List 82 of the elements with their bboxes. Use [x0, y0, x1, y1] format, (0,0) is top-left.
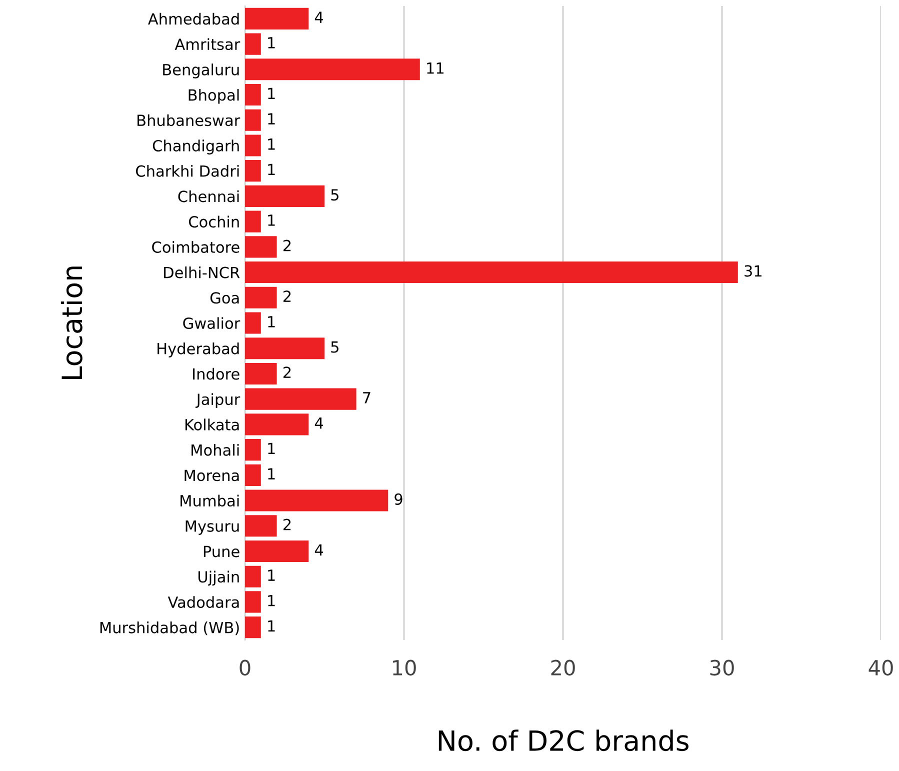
bar: [245, 185, 324, 207]
bar: [245, 312, 261, 334]
y-tick-label: Morena: [184, 470, 239, 482]
y-tick-label: Pune: [204, 546, 240, 558]
y-tick-label: Coimbatore: [152, 241, 240, 253]
bar: [245, 591, 261, 613]
data-label: 2: [283, 290, 291, 302]
bar: [245, 134, 261, 156]
bar: [245, 236, 277, 258]
data-label: 5: [331, 341, 338, 353]
y-tick-label: Bhubaneswar: [138, 114, 240, 126]
bar: [245, 388, 356, 410]
bar: [245, 33, 261, 55]
bar: [245, 109, 261, 131]
y-tick-label: Amritsar: [174, 38, 240, 50]
data-label: 9: [394, 493, 402, 505]
y-tick-label: Kolkata: [185, 418, 239, 430]
y-tick-label: Charkhi Dadri: [136, 165, 239, 177]
data-label: 1: [268, 442, 275, 454]
bar: [245, 160, 261, 182]
data-label: 1: [268, 595, 275, 606]
bar: [245, 338, 324, 360]
y-tick-label: Cochin: [188, 216, 239, 228]
bar: [245, 84, 261, 106]
bar: [245, 515, 277, 537]
data-label: 5: [331, 189, 338, 201]
y-tick-label: Chennai: [178, 190, 239, 202]
y-tick-label: Bengaluru: [163, 64, 239, 78]
data-label: 1: [268, 214, 275, 226]
bar: [245, 540, 309, 562]
bar: [245, 616, 261, 638]
x-tick-label: 10: [393, 660, 416, 676]
data-label: 1: [268, 620, 275, 632]
bar: [245, 262, 738, 284]
data-label: 7: [363, 392, 370, 404]
y-tick-label: Gwalior: [183, 317, 240, 330]
data-label: 1: [268, 88, 275, 99]
x-axis-title: No. of D2C brands: [438, 730, 688, 752]
bar: [245, 210, 261, 232]
y-tick-label: Ahmedabad: [148, 12, 239, 25]
data-label: 1: [268, 138, 275, 150]
bar: [245, 439, 261, 461]
bar: [245, 490, 388, 512]
data-label: 1: [268, 570, 275, 581]
bar: [245, 362, 277, 384]
data-label: 31: [744, 265, 762, 277]
data-label: 2: [283, 518, 291, 530]
data-label: 4: [314, 12, 324, 23]
x-tick-label: 40: [868, 660, 893, 676]
y-tick-label: Mysuru: [186, 520, 239, 535]
y-tick-label: Chandigarh: [152, 140, 239, 154]
data-label: 1: [268, 316, 275, 328]
y-tick-label: Mohali: [192, 444, 239, 456]
data-label: 4: [314, 544, 324, 556]
x-tick-label: 0: [240, 660, 250, 676]
y-axis-title: Location: [60, 266, 82, 380]
data-label: 11: [427, 62, 444, 74]
y-tick-label: Indore: [193, 368, 240, 380]
data-label: 2: [283, 366, 291, 378]
data-label: 1: [268, 113, 275, 124]
data-label: 4: [314, 418, 324, 429]
y-tick-label: Ujjain: [198, 570, 239, 586]
y-tick-label: Hyderabad: [158, 342, 239, 358]
data-label: 2: [283, 240, 291, 252]
bar: [245, 58, 420, 80]
bar: [245, 566, 261, 588]
y-tick-label: Goa: [210, 292, 239, 304]
bar: [245, 464, 261, 486]
y-tick-label: Jaipur: [196, 393, 240, 408]
bar: [245, 8, 309, 30]
x-tick-label: 20: [551, 660, 575, 676]
data-label: 1: [268, 164, 275, 176]
x-tick-label: 30: [710, 660, 734, 676]
y-tick-label: Bhopal: [188, 88, 239, 104]
y-tick-label: Mumbai: [180, 494, 239, 507]
y-tick-label: Murshidabad (WB): [100, 622, 239, 636]
y-tick-label: Vadodara: [168, 596, 239, 608]
data-label: 1: [268, 468, 275, 480]
data-label: 1: [268, 37, 275, 48]
y-tick-label: Delhi-NCR: [164, 266, 240, 278]
bar: [245, 414, 309, 436]
bar: [245, 286, 277, 308]
